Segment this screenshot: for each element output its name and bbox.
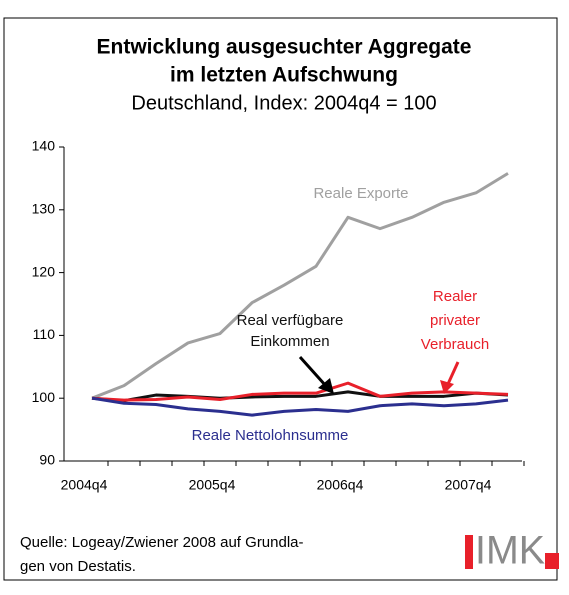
series-line [91,381,509,402]
arrow-head [318,378,334,394]
source: gen von Destatis. [20,558,136,575]
arrows [298,355,460,394]
y-tick-label: 120 [32,263,56,279]
chart-title: im letzten Aufschwung [170,64,398,87]
chart-title: Entwicklung ausgesuchter Aggregate [97,36,472,59]
y-tick-label: 100 [32,389,56,405]
series-label: Verbrauch [421,336,489,353]
chart-subtitle: Deutschland, Index: 2004q4 = 100 [131,92,436,114]
logo-bar [465,535,473,569]
arrow [298,355,328,388]
frame [3,17,558,581]
series-line [91,172,509,400]
logo: IMK [475,529,545,573]
y-tick-label: 110 [33,326,56,342]
series-label: Real verfügbare [237,312,344,329]
y-tick-label: 140 [32,138,56,154]
series-line [91,396,509,417]
logo-block [545,553,559,569]
arrow-head [440,380,454,394]
x-tick-label: 2007q4 [445,477,492,493]
series-label: Reale Exporte [313,185,408,202]
y-tick-label: 90 [39,452,55,468]
series-label: Einkommen [250,333,329,350]
x-tick-label: 2004q4 [61,477,108,493]
y-tick-label: 130 [32,201,56,217]
series-label: Realer [433,288,477,305]
series-label: Reale Nettolohnsumme [192,427,349,444]
series-line [91,390,509,403]
series-label: privater [430,312,480,329]
source: Quelle: Logeay/Zwiener 2008 auf Grundla- [20,534,304,551]
x-tick-label: 2005q4 [189,477,236,493]
x-tick-label: 2006q4 [317,477,364,493]
arrow [446,361,460,385]
